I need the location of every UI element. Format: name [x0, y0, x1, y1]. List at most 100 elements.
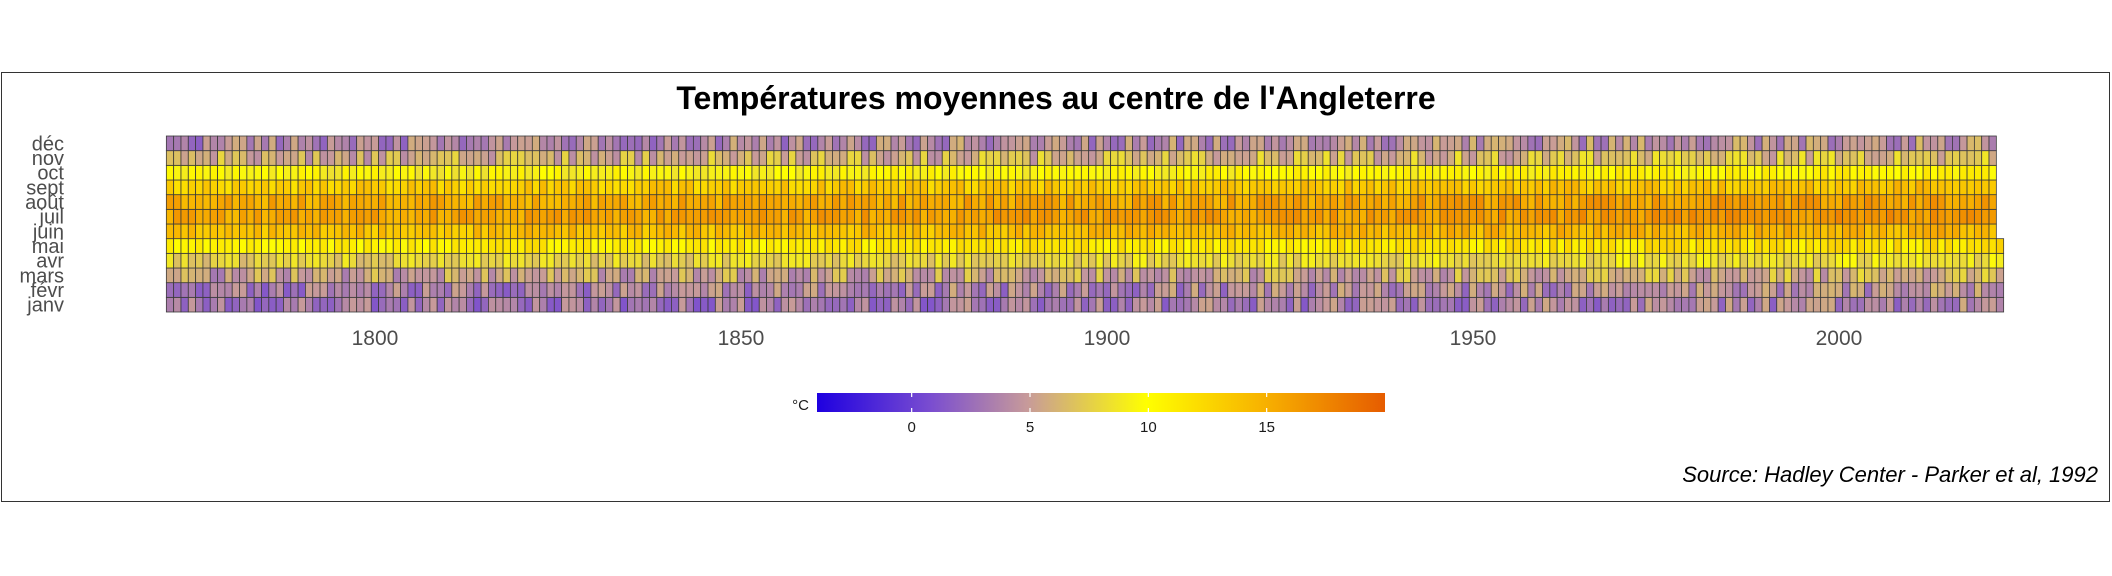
heatmap-cell [1124, 252, 1133, 269]
heatmap-cell [1688, 135, 1697, 152]
heatmap-cell [180, 208, 189, 225]
heatmap-cell [378, 267, 387, 284]
heatmap-cell [941, 223, 950, 240]
heatmap-cell [1241, 150, 1251, 166]
heatmap-cell [1037, 252, 1046, 269]
heatmap-cell [370, 267, 380, 284]
heatmap-cell [993, 150, 1002, 166]
heatmap-cell [839, 267, 848, 284]
heatmap-cell [692, 267, 702, 284]
heatmap-cell [839, 296, 848, 313]
heatmap-cell [1139, 179, 1148, 196]
heatmap-cell [224, 164, 233, 181]
heatmap-cell [436, 296, 445, 313]
heatmap-cell [875, 135, 885, 152]
heatmap-cell [1973, 194, 1983, 210]
heatmap-cell [239, 164, 248, 181]
heatmap-cell [912, 208, 921, 225]
heatmap-cell [187, 223, 197, 240]
heatmap-cell [480, 194, 489, 210]
heatmap-cell [1739, 296, 1748, 313]
heatmap-cell [305, 238, 314, 254]
heatmap-cell [1959, 252, 1968, 269]
heatmap-cell [1520, 164, 1529, 181]
heatmap-cell [956, 179, 965, 196]
heatmap-cell [231, 252, 240, 269]
heatmap-cell [1190, 238, 1199, 254]
heatmap-cell [1344, 296, 1353, 313]
heatmap-cell [1139, 252, 1148, 269]
heatmap-cell [1607, 179, 1617, 196]
heatmap-cell [1644, 296, 1653, 313]
heatmap-cell [1593, 223, 1602, 240]
heatmap-cell [1893, 179, 1902, 196]
heatmap-cell [561, 150, 570, 166]
heatmap-cell [824, 267, 833, 284]
heatmap-cell [612, 296, 621, 313]
heatmap-cell [1468, 282, 1478, 298]
heatmap-cell [1717, 238, 1726, 254]
heatmap-cell [517, 238, 526, 254]
heatmap-cell [780, 267, 789, 284]
heatmap-cell [209, 238, 218, 254]
heatmap-cell [656, 296, 665, 313]
heatmap-cell [1849, 252, 1858, 269]
heatmap-cell [458, 194, 467, 210]
heatmap-cell [1834, 252, 1844, 269]
heatmap-cell [1886, 267, 1895, 284]
heatmap-cell [1754, 194, 1763, 210]
heatmap-cell [861, 252, 870, 269]
heatmap-cell [1190, 179, 1199, 196]
heatmap-cell [348, 164, 358, 181]
heatmap-cell [883, 282, 892, 298]
heatmap-cell [1212, 252, 1221, 269]
heatmap-cell [1351, 150, 1360, 166]
heatmap-cell [1710, 296, 1719, 313]
heatmap-cell [1110, 296, 1119, 313]
heatmap-cell [1307, 164, 1316, 181]
heatmap-cell [341, 296, 350, 313]
heatmap-cell [1293, 282, 1302, 298]
heatmap-cell [253, 208, 262, 225]
heatmap-cell [290, 135, 299, 152]
heatmap-cell [963, 296, 972, 313]
heatmap-cell [363, 150, 372, 166]
heatmap-cell [795, 252, 804, 269]
heatmap-cell [1651, 267, 1661, 284]
heatmap-cell [1864, 150, 1873, 166]
heatmap-cell [370, 135, 380, 152]
heatmap-cell [1073, 238, 1082, 254]
heatmap-cell [509, 296, 519, 313]
heatmap-cell [334, 135, 343, 152]
heatmap-cell [1725, 164, 1734, 181]
heatmap-cell [1761, 267, 1770, 284]
heatmap-cell [671, 208, 680, 225]
heatmap-cell [1827, 194, 1836, 210]
heatmap-cell [890, 267, 899, 284]
heatmap-cell [1154, 282, 1163, 298]
heatmap-cell [722, 296, 731, 313]
heatmap-cell [290, 223, 299, 240]
heatmap-cell [531, 252, 541, 269]
heatmap-cell [707, 150, 716, 166]
heatmap-cell [341, 208, 350, 225]
heatmap-cell [605, 282, 614, 298]
heatmap-cell [1095, 135, 1104, 152]
heatmap-cell [1212, 135, 1221, 152]
heatmap-cell [1410, 282, 1419, 298]
heatmap-cell [985, 238, 994, 254]
heatmap-cell [1900, 135, 1909, 152]
heatmap-cell [1432, 179, 1441, 196]
heatmap-cell [1263, 208, 1273, 225]
heatmap-cell [897, 135, 907, 152]
heatmap-cell [517, 267, 526, 284]
heatmap-cell [1783, 223, 1792, 240]
heatmap-cell [1395, 282, 1404, 298]
heatmap-cell [1461, 252, 1470, 269]
heatmap-cell [568, 164, 577, 181]
heatmap-cell [275, 282, 284, 298]
heatmap-cell [1198, 179, 1207, 196]
heatmap-cell [539, 179, 548, 196]
heatmap-cell [173, 150, 182, 166]
heatmap-cell [1015, 252, 1024, 269]
